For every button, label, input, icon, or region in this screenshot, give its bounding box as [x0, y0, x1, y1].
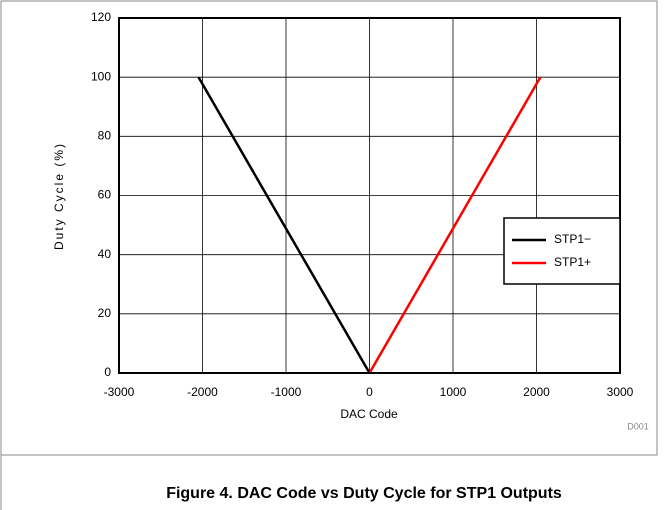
y-tick-label: 120 [91, 10, 111, 24]
legend-label: STP1− [554, 232, 591, 246]
x-tick-label: 1000 [440, 385, 467, 399]
y-tick-label: 80 [98, 129, 112, 143]
y-axis-label: Duty Cycle (%) [52, 142, 66, 250]
x-tick-label: -1000 [271, 385, 302, 399]
x-tick-label: 2000 [523, 385, 550, 399]
x-axis-label: DAC Code [340, 407, 398, 421]
x-tick-label: 3000 [607, 385, 634, 399]
x-tick-label: 0 [366, 385, 373, 399]
legend-label: STP1+ [554, 255, 591, 269]
x-tick-label: -3000 [104, 385, 135, 399]
frame [0, 0, 658, 456]
y-tick-label: 100 [91, 69, 111, 83]
y-tick-label: 60 [98, 188, 112, 202]
y-tick-label: 40 [98, 247, 112, 261]
legend-box [503, 217, 621, 285]
y-tick-label: 0 [104, 365, 111, 379]
plot-border [118, 17, 621, 374]
y-tick-label: 20 [98, 306, 112, 320]
figure-id: D001 [627, 421, 649, 431]
x-tick-label: -2000 [187, 385, 218, 399]
data-line [197, 76, 371, 374]
data-line [368, 76, 542, 374]
caption: Figure 4. DAC Code vs Duty Cycle for STP… [166, 485, 562, 502]
